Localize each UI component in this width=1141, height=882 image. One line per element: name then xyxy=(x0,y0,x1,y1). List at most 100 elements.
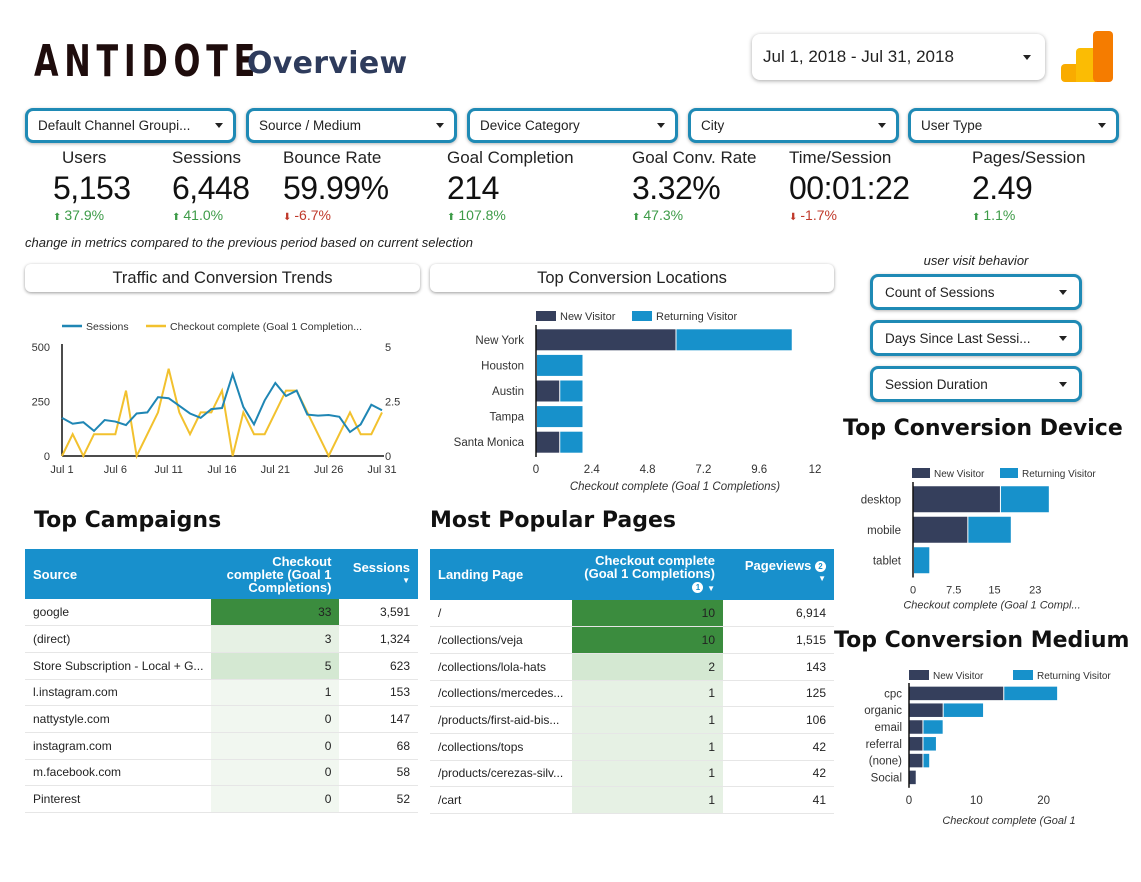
x-tick-label: Jul 21 xyxy=(261,464,290,476)
chart-legend: New Visitor Returning Visitor xyxy=(912,468,1096,480)
section-title-medium: Top Conversion Medium xyxy=(834,628,1130,653)
filter-default-channel-grouping[interactable]: Default Channel Groupi... xyxy=(25,108,236,143)
table-row[interactable]: google 33 3,591 xyxy=(25,599,418,627)
series-line-sessions xyxy=(61,370,383,434)
table-row[interactable]: Pinterest 0 52 xyxy=(25,785,418,813)
category-label: desktop xyxy=(861,494,901,506)
table-row[interactable]: instagram.com 0 68 xyxy=(25,732,418,760)
page-title: Overview xyxy=(247,46,408,81)
cell-landing-page: /collections/tops xyxy=(430,733,572,761)
kpi-label: Goal Conv. Rate xyxy=(632,148,757,167)
filter-label: Count of Sessions xyxy=(885,284,995,300)
table-row[interactable]: m.facebook.com 0 58 xyxy=(25,759,418,787)
kpi-delta: ⬆ 1.1% xyxy=(972,207,1016,223)
google-analytics-logo-icon xyxy=(1061,31,1113,83)
column-header-landing-page[interactable]: Landing Page xyxy=(430,549,572,600)
cell-checkout: 1 xyxy=(572,706,723,734)
bar-new-visitor xyxy=(913,486,1000,513)
info-icon[interactable]: 2 xyxy=(815,561,826,573)
table-row[interactable]: /cart 1 41 xyxy=(430,786,834,814)
x-tick-label: 9.6 xyxy=(751,464,767,476)
info-icon[interactable]: 1 xyxy=(692,582,704,594)
arrow-down-icon: ⬇ xyxy=(283,212,292,223)
cell-source: nattystyle.com xyxy=(25,705,212,733)
filter-device-category[interactable]: Device Category xyxy=(467,108,678,143)
cell-sessions: 3,591 xyxy=(339,599,418,627)
cell-checkout: 10 xyxy=(572,600,723,628)
filter-user-type[interactable]: User Type xyxy=(908,108,1119,143)
table-row[interactable]: /10 6,914 xyxy=(430,600,834,628)
category-label: Social xyxy=(871,772,902,784)
cell-landing-page: / xyxy=(430,600,572,628)
kpi-delta: ⬆ 37.9% xyxy=(53,207,105,223)
table-row[interactable]: (direct) 3 1,324 xyxy=(25,625,418,653)
table-row[interactable]: /collections/veja 10 1,515 xyxy=(430,626,834,654)
x-axis-title: Checkout complete (Goal 1 Compl... xyxy=(903,600,1080,612)
column-header-checkout[interactable]: Checkout complete (Goal 1 Completions) xyxy=(211,549,340,599)
x-tick-label: Jul 6 xyxy=(104,464,127,476)
footer-url xyxy=(38,851,41,860)
kpi-delta: ⬇ -6.7% xyxy=(283,207,331,223)
category-label: referral xyxy=(866,739,902,751)
bar-returning-visitor xyxy=(560,431,583,453)
column-header-source[interactable]: Source xyxy=(25,549,212,599)
bar-returning-visitor xyxy=(537,354,583,376)
bar-new-visitor xyxy=(909,770,916,785)
filter-source-medium[interactable]: Source / Medium xyxy=(246,108,457,143)
table-row[interactable]: /collections/lola-hats 2 143 xyxy=(430,653,834,681)
bar-new-visitor xyxy=(909,753,923,768)
cell-source: instagram.com xyxy=(25,732,212,760)
x-tick-label: 10 xyxy=(970,795,983,807)
bar-new-visitor xyxy=(536,380,560,402)
cell-sessions: 58 xyxy=(339,759,418,787)
bar-returning-visitor xyxy=(537,406,583,428)
category-label: mobile xyxy=(867,525,901,537)
y-right-tick-label: 5 xyxy=(385,342,391,354)
cell-landing-page: /collections/lola-hats xyxy=(430,653,572,681)
brand-logo: ANTIDOTE xyxy=(34,36,261,87)
kpi-value: 214 xyxy=(447,170,499,206)
chevron-down-icon xyxy=(878,123,886,128)
table-row[interactable]: /products/first-aid-bis... 1 106 xyxy=(430,706,834,734)
chevron-down-icon xyxy=(1059,335,1067,341)
category-label: Austin xyxy=(492,386,524,398)
cell-sessions: 153 xyxy=(339,679,418,707)
bar-new-visitor xyxy=(909,686,1004,701)
table-row[interactable]: /collections/mercedes... 1 125 xyxy=(430,680,834,708)
arrow-down-icon: ⬇ xyxy=(789,212,798,223)
kpi-sessions: Sessions 6,448 ⬆ 41.0% xyxy=(172,148,250,223)
cell-landing-page: /cart xyxy=(430,786,572,814)
filter-session-duration[interactable]: Session Duration xyxy=(870,366,1082,402)
kpi-label: Users xyxy=(62,148,107,167)
table-row[interactable]: /collections/tops 1 42 xyxy=(430,733,834,761)
x-tick-label: Jul 26 xyxy=(314,464,343,476)
cell-pageviews: 143 xyxy=(723,653,834,681)
column-header-pageviews[interactable]: Pageviews 2 ▼ xyxy=(723,549,834,600)
table-row[interactable]: /products/cerezas-silv... 1 42 xyxy=(430,760,834,788)
filter-city[interactable]: City xyxy=(688,108,899,143)
section-title-pages: Most Popular Pages xyxy=(430,508,676,533)
y-right-tick-label: 2.5 xyxy=(385,397,400,409)
table-row[interactable]: l.instagram.com 1 153 xyxy=(25,679,418,707)
column-header-sessions[interactable]: Sessions ▼ xyxy=(339,549,418,599)
y-left-tick-label: 0 xyxy=(44,451,50,463)
legend-swatch-returning-visitor xyxy=(632,311,652,321)
filter-label: Session Duration xyxy=(885,376,988,392)
section-header-traffic: Traffic and Conversion Trends xyxy=(25,264,420,292)
date-range-picker[interactable]: Jul 1, 2018 - Jul 31, 2018 xyxy=(752,34,1045,80)
y-right-tick-label: 0 xyxy=(385,451,391,463)
chart-legend: New Visitor Returning Visitor xyxy=(909,670,1111,682)
cell-checkout: 1 xyxy=(572,760,723,788)
filter-count-of-sessions[interactable]: Count of Sessions xyxy=(870,274,1082,310)
table-row[interactable]: nattystyle.com 0 147 xyxy=(25,705,418,733)
filter-days-since-last-session[interactable]: Days Since Last Sessi... xyxy=(870,320,1082,356)
x-tick-label: Jul 16 xyxy=(207,464,236,476)
traffic-chart: Sessions Checkout complete (Goal 1 Comple… xyxy=(32,321,401,476)
category-label: cpc xyxy=(884,688,902,700)
legend-label-new-visitor: New Visitor xyxy=(933,671,984,682)
sort-desc-icon: ▼ xyxy=(402,576,410,585)
table-row[interactable]: Store Subscription - Local + G... 5 623 xyxy=(25,652,418,680)
kpi-note: change in metrics compared to the previo… xyxy=(25,235,474,250)
cell-landing-page: /collections/veja xyxy=(430,626,572,654)
column-header-checkout[interactable]: Checkout complete (Goal 1 Completions) 1… xyxy=(572,549,723,600)
